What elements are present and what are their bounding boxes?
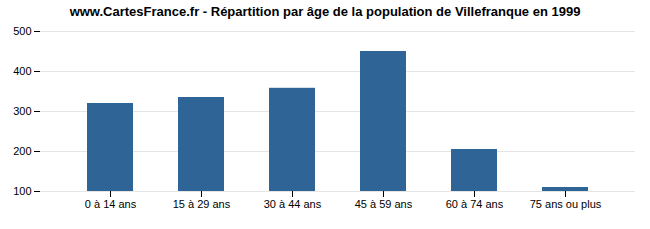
svg-text:300: 300 [13, 105, 31, 117]
svg-text:100: 100 [13, 185, 31, 197]
svg-text:400: 400 [13, 65, 31, 77]
svg-text:15 à 29 ans: 15 à 29 ans [173, 198, 231, 210]
svg-text:30 à 44 ans: 30 à 44 ans [264, 198, 322, 210]
svg-text:45 à 59 ans: 45 à 59 ans [355, 198, 413, 210]
svg-text:60 à 74 ans: 60 à 74 ans [446, 198, 504, 210]
svg-text:75 ans ou plus: 75 ans ou plus [530, 198, 602, 210]
svg-text:0 à 14 ans: 0 à 14 ans [85, 198, 137, 210]
svg-text:200: 200 [13, 145, 31, 157]
svg-text:500: 500 [13, 25, 31, 37]
html-text:www.CartesFrance.fr - Répartit: www.CartesFrance.fr - Répartition par âg… [69, 4, 581, 19]
